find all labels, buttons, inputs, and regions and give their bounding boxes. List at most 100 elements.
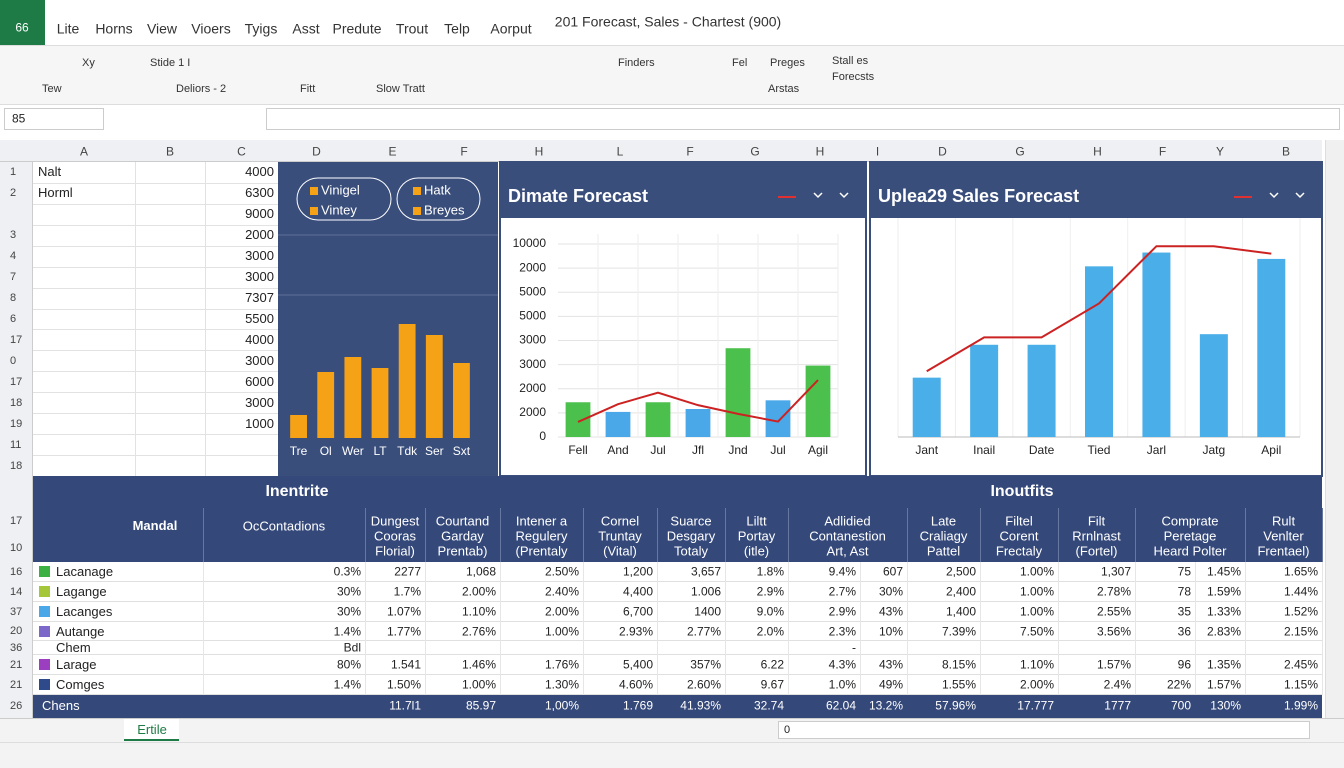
- menu-item[interactable]: Tyigs: [244, 20, 278, 37]
- menu-item[interactable]: Predute: [332, 20, 382, 37]
- bar: [398, 324, 416, 438]
- table-cell: 43%: [878, 657, 903, 672]
- grid-row: [33, 455, 278, 457]
- bar: [912, 377, 941, 437]
- row-number: 6: [10, 312, 17, 325]
- menu-item[interactable]: Telp: [444, 20, 470, 37]
- bar: [344, 357, 362, 438]
- column-heading: Dungest Cooras Florial): [370, 513, 420, 559]
- ribbon-button[interactable]: Xy: [82, 56, 95, 69]
- table-cell: 9.4%: [828, 564, 856, 579]
- x-tick-label: Jarl: [1147, 443, 1166, 457]
- ribbon-button[interactable]: Deliors - 2: [176, 82, 227, 95]
- row-number: 7: [10, 271, 17, 284]
- header-cell-border: [980, 508, 981, 562]
- table-col-border: [725, 562, 726, 695]
- ribbon-button[interactable]: Forecsts: [832, 70, 875, 83]
- table-cell: 1.76%: [544, 657, 579, 672]
- table-cell: 1.541: [390, 657, 421, 672]
- ribbon-button[interactable]: Fel: [732, 56, 748, 69]
- header-cell-border: [725, 508, 726, 562]
- ribbon-button[interactable]: Arstas: [768, 82, 800, 95]
- table-cell: 1.65%: [1283, 564, 1318, 579]
- ribbon-button[interactable]: Preges: [770, 56, 805, 69]
- sheet-tab[interactable]: Ertile: [137, 721, 167, 737]
- name-box: [4, 108, 104, 130]
- column-heading: Filtel Corent Frectaly: [995, 513, 1043, 559]
- menu-item[interactable]: Trout: [395, 20, 429, 37]
- menu-item[interactable]: Lite: [56, 20, 80, 37]
- legend-bubble: [296, 177, 392, 221]
- row-number: 21: [10, 658, 23, 671]
- menu-item[interactable]: Vioers: [191, 20, 231, 37]
- chart-header: [870, 162, 1322, 218]
- table-cell: Bdl: [343, 640, 361, 655]
- column-header: I: [875, 144, 880, 159]
- menu-item[interactable]: Horns: [95, 20, 133, 37]
- column-heading: Courtand Garday Prentab): [435, 513, 490, 559]
- table-cell: 9.67: [760, 677, 784, 692]
- column-heading: Liltt Portay (itle): [737, 513, 776, 559]
- table-title: Inentrite: [265, 483, 329, 501]
- table-cell: 6,700: [622, 604, 653, 619]
- column-header: B: [1281, 144, 1291, 159]
- bar: [725, 348, 751, 437]
- row-number: 18: [10, 396, 23, 409]
- table-cell: 1,068: [465, 564, 496, 579]
- table-cell: 1.46%: [461, 657, 496, 672]
- column-heading: OcContadions: [242, 518, 326, 534]
- row-number: 4: [10, 250, 17, 263]
- table-cell: 1.07%: [386, 604, 421, 619]
- grid-row: [33, 329, 278, 331]
- x-tick-label: Jatg: [1203, 443, 1226, 457]
- y-tick-label: 2000: [519, 260, 546, 274]
- column-heading: Intener a Regulery (Prentaly: [515, 513, 568, 559]
- table-cell: 1.55%: [941, 677, 976, 692]
- row-number: 19: [10, 417, 23, 430]
- total-cell: 32.74: [753, 698, 784, 713]
- menu-item[interactable]: Asst: [292, 20, 320, 37]
- ribbon-button[interactable]: Stall es: [832, 54, 869, 67]
- column-header: A: [79, 144, 89, 159]
- row-name: Larage: [56, 656, 97, 672]
- menu-item[interactable]: Aorput: [490, 20, 532, 37]
- total-cell: 700: [1170, 698, 1191, 713]
- row-number: 14: [10, 585, 23, 598]
- bar: [425, 335, 443, 438]
- menu-item[interactable]: View: [146, 20, 178, 37]
- column-header: H: [815, 144, 825, 159]
- row-number: 10: [10, 541, 23, 554]
- ribbon-button[interactable]: Fitt: [300, 82, 316, 95]
- x-tick-label: Wer: [342, 444, 364, 458]
- table-cell: 2.40%: [544, 584, 579, 599]
- grid-row: [33, 224, 278, 226]
- chart-title: Uplea29 Sales Forecast: [878, 186, 1079, 206]
- table-cell: 3.56%: [1096, 623, 1131, 638]
- row-number: 36: [10, 641, 23, 654]
- grid-row: [33, 266, 278, 268]
- trend-line: [577, 379, 819, 423]
- table-row: [33, 562, 1322, 582]
- x-tick-label: Fell: [568, 443, 587, 457]
- header-cell-border: [1245, 508, 1246, 562]
- column-heading: Adlidied Contanestion Art, Ast: [809, 513, 886, 559]
- column-header: Y: [1215, 144, 1225, 159]
- ribbon-button[interactable]: Finders: [618, 56, 655, 69]
- column-heading: Late Craliagy Pattel: [919, 513, 968, 559]
- table-row: [33, 582, 1322, 602]
- total-cell: 85.97: [465, 698, 496, 713]
- ribbon-button[interactable]: Stide 1 I: [150, 56, 191, 69]
- header-cell-border: [907, 508, 908, 562]
- table-cell: 1.4%: [333, 677, 361, 692]
- ribbon-button[interactable]: Slow Tratt: [376, 82, 425, 95]
- logo-tile: [0, 0, 45, 45]
- x-tick-label: Jul: [650, 443, 665, 457]
- ribbon-button[interactable]: Tew: [42, 82, 62, 95]
- row-number: 16: [10, 565, 23, 578]
- table-cell: 357%: [690, 657, 721, 672]
- y-tick-label: 2000: [519, 405, 546, 419]
- table-cell: 2.0%: [756, 623, 784, 638]
- row-number: 26: [10, 699, 23, 712]
- window-title: 201 Forecast, Sales - Chartest (900): [554, 13, 782, 30]
